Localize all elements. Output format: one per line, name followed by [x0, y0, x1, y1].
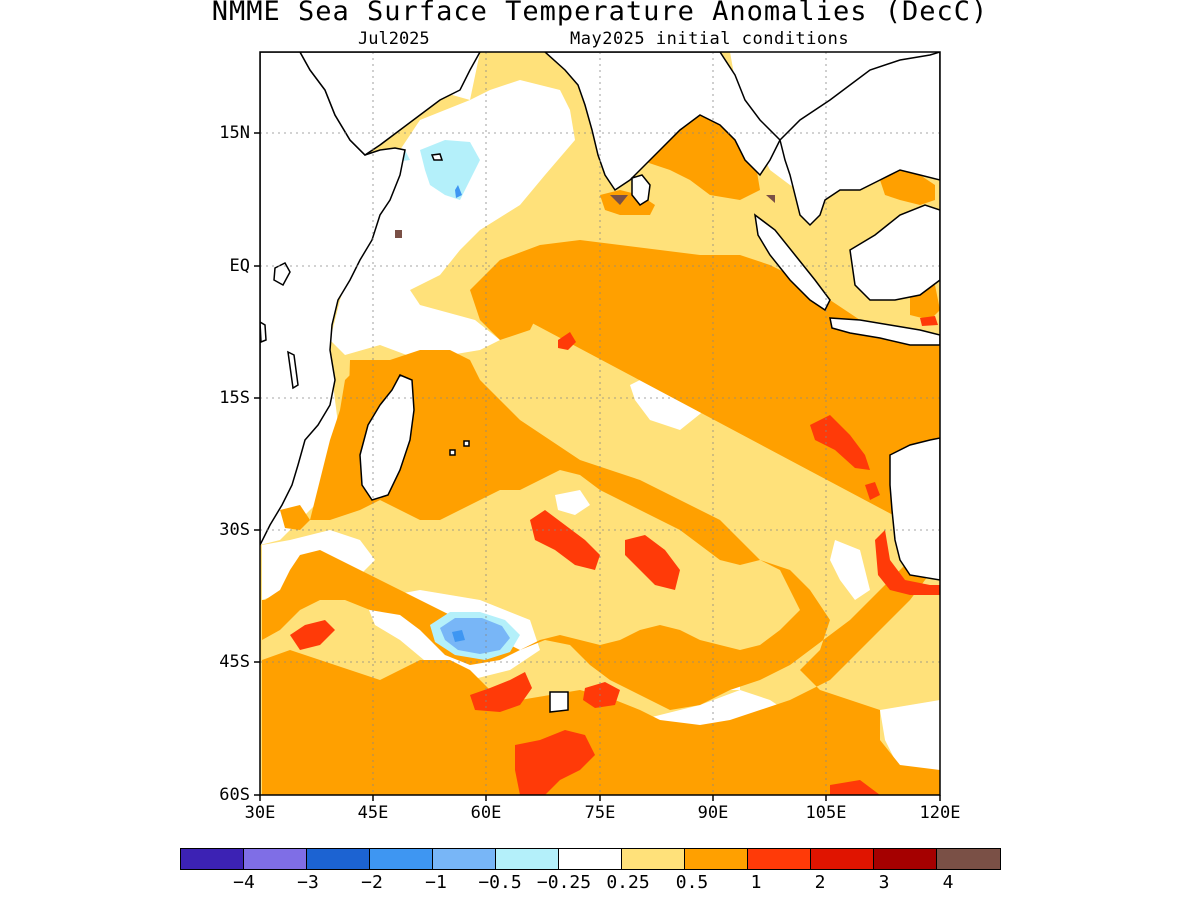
- colorbar-label: −3: [297, 872, 319, 893]
- sumatra-land: [753, 213, 831, 312]
- lon-label-90e: 90E: [697, 803, 729, 823]
- lat-lon-grid: [260, 52, 940, 795]
- colorbar-swatch: [559, 849, 622, 869]
- kerguelen-land: [549, 691, 569, 713]
- colorbar-label: −2: [361, 872, 383, 893]
- anomaly-red-regions: [290, 316, 940, 795]
- colorbar-swatch: [307, 849, 370, 869]
- lon-label-45e: 45E: [357, 803, 389, 823]
- colorbar-swatch: [874, 849, 937, 869]
- lat-label-eq: EQ: [229, 256, 250, 276]
- lon-label-105e: 105E: [805, 803, 847, 823]
- colorbar-label: −4: [233, 872, 255, 893]
- colorbar-swatch: [622, 849, 685, 869]
- lat-label-15s: 15S: [219, 388, 250, 408]
- java-land: [829, 317, 940, 346]
- colorbar-label: −1: [425, 872, 447, 893]
- colorbar-swatch: [244, 849, 307, 869]
- colorbar-swatch: [685, 849, 748, 869]
- australia-land: [889, 437, 940, 581]
- lake-victoria-land: [273, 262, 291, 287]
- madagascar-land: [359, 374, 415, 501]
- colorbar-swatch: [496, 849, 559, 869]
- borneo-land: [849, 204, 940, 301]
- colorbar-swatch: [433, 849, 496, 869]
- lat-label-15n: 15N: [219, 123, 250, 143]
- colorbar: [180, 848, 1001, 870]
- colorbar-swatch: [370, 849, 433, 869]
- colorbar-label: 2: [814, 872, 826, 893]
- colorbar-label: 3: [878, 872, 890, 893]
- southeast-asia-land: [779, 52, 940, 227]
- lat-label-45s: 45S: [219, 652, 250, 672]
- map-title: NMME Sea Surface Temperature Anomalies (…: [211, 0, 989, 27]
- colorbar-label: −0.25: [536, 872, 592, 893]
- initial-conditions: May2025 initial conditions: [570, 29, 850, 49]
- colorbar-label: −0.5: [478, 872, 522, 893]
- mauritius-land: [449, 449, 456, 456]
- colorbar-label: 0.25: [606, 872, 650, 893]
- anomaly-extreme-patches: [395, 195, 775, 238]
- forecast-month: Jul2025: [358, 29, 430, 49]
- land-masses: [260, 52, 940, 713]
- colorbar-swatch: [181, 849, 244, 869]
- sri-lanka-land: [631, 174, 651, 206]
- arabia-land: [299, 52, 481, 156]
- lon-label-75e: 75E: [584, 803, 616, 823]
- axis-ticks: [254, 132, 941, 801]
- colorbar-label: 4: [942, 872, 954, 893]
- colorbar-swatch: [748, 849, 811, 869]
- colorbar-label: 1: [750, 872, 762, 893]
- reunion-land: [463, 440, 470, 447]
- socotra-land: [430, 153, 444, 161]
- lat-label-30s: 30S: [219, 520, 250, 540]
- lat-label-60s: 60S: [219, 785, 250, 805]
- india-land: [543, 52, 781, 192]
- lake-tanganyika-land: [260, 321, 267, 344]
- colorbar-swatch: [811, 849, 874, 869]
- lon-label-120e: 120E: [919, 803, 961, 823]
- lake-malawi-land: [287, 350, 299, 390]
- colorbar-label: 0.5: [675, 872, 709, 893]
- colorbar-swatch: [937, 849, 1000, 869]
- lon-label-30e: 30E: [244, 803, 276, 823]
- lon-label-60e: 60E: [470, 803, 502, 823]
